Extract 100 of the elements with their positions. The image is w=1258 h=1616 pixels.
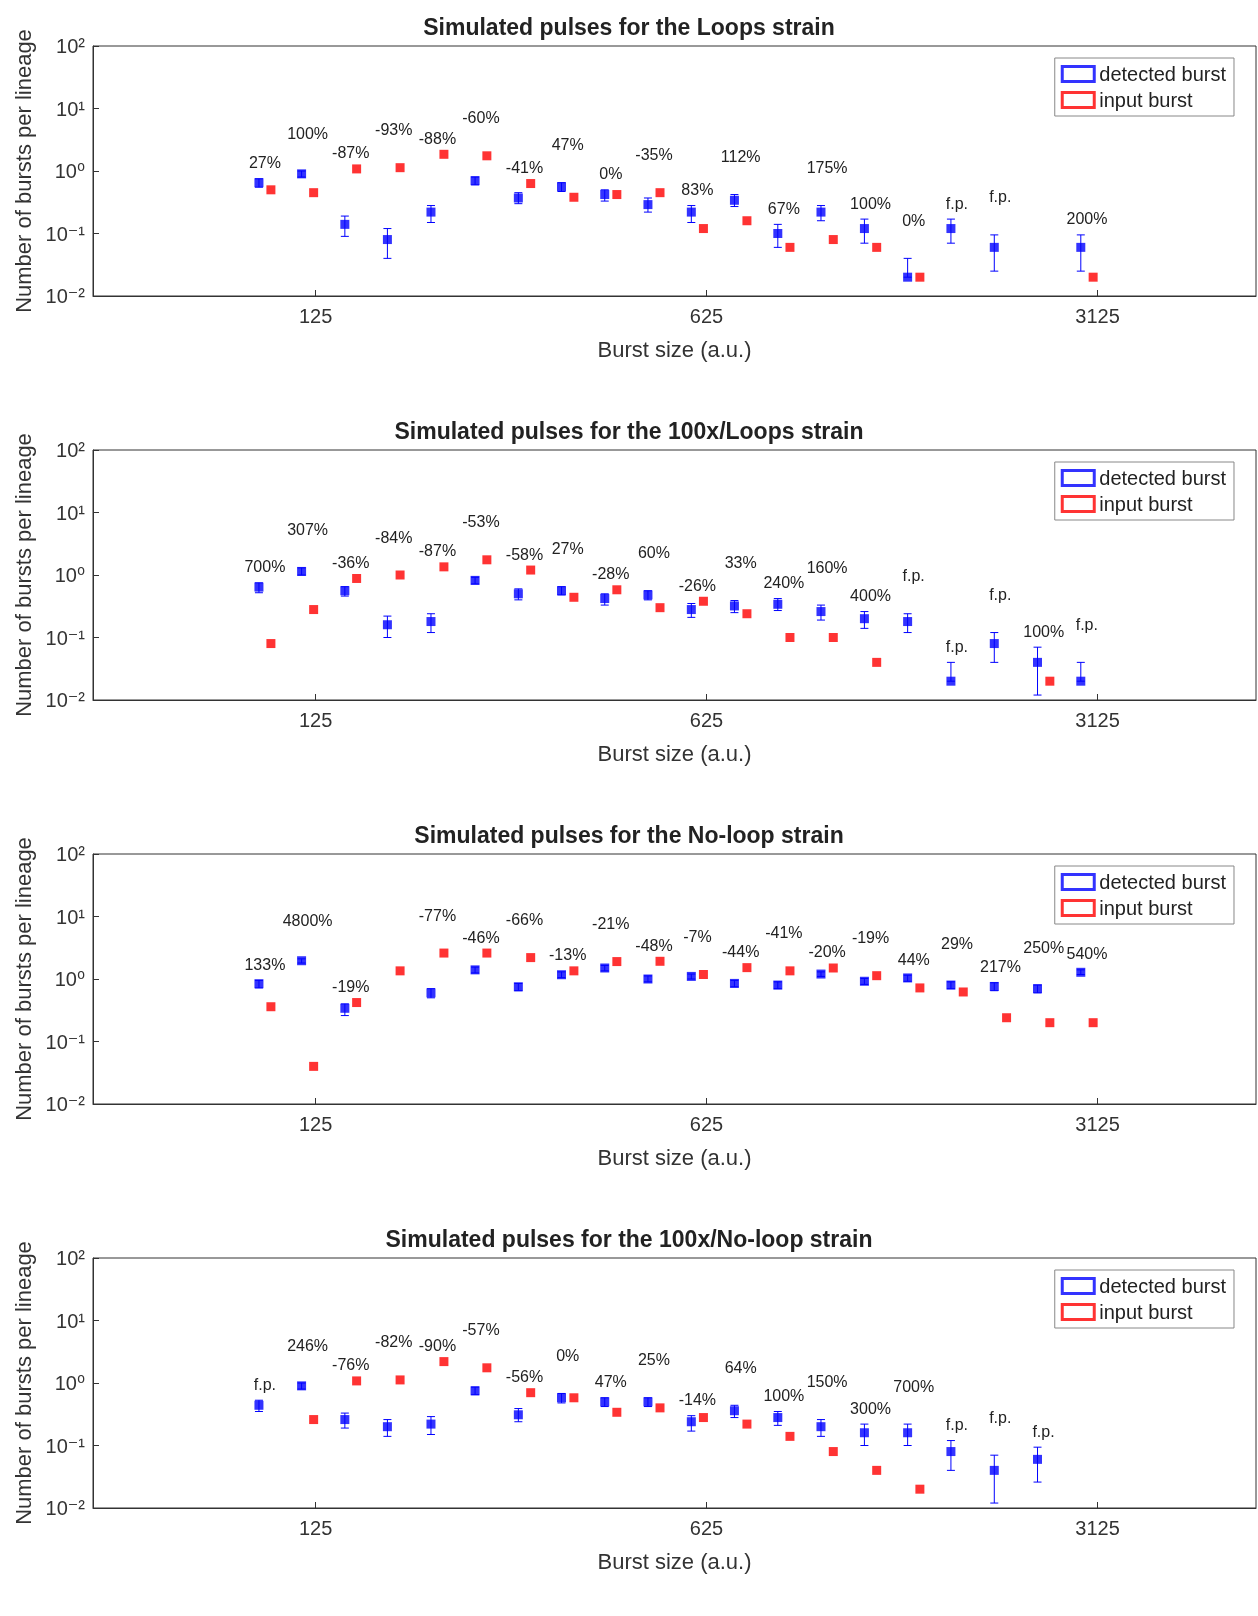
y-tick-label: 10²	[56, 35, 86, 57]
annotation: 160%	[806, 558, 848, 576]
y-tick-label: 10²	[56, 1247, 86, 1269]
annotation: -77%	[418, 906, 457, 924]
annotation: 700%	[893, 1377, 935, 1395]
legend-label: detected burst	[1099, 1275, 1227, 1297]
annotation: 250%	[1023, 938, 1065, 956]
x-tick-label: 3125	[1075, 709, 1120, 731]
annotation: 60%	[637, 544, 670, 562]
annotation: -41%	[505, 159, 544, 177]
x-tick-label: 125	[298, 1517, 333, 1539]
legend-label: detected burst	[1099, 467, 1227, 489]
annotation: 33%	[724, 554, 757, 572]
y-tick-label: 10¹	[56, 97, 86, 120]
annotation: 133%	[244, 955, 286, 973]
y-tick-label: 10⁻²	[45, 285, 86, 307]
annotation: -19%	[332, 978, 370, 996]
chart-title: Simulated pulses for the 100x/Loops strain	[394, 417, 864, 444]
annotation: -14%	[678, 1391, 717, 1409]
x-tick-label: 125	[298, 709, 333, 731]
annotation: -28%	[592, 565, 630, 583]
legend-label: detected burst	[1099, 871, 1227, 893]
annotation: 47%	[594, 1373, 627, 1391]
annotation: f.p.	[945, 637, 969, 655]
x-tick-label: 125	[298, 305, 333, 327]
annotation: -93%	[375, 121, 413, 139]
annotation: -44%	[722, 943, 760, 961]
legend-label: input burst	[1099, 89, 1194, 111]
annotation: 400%	[850, 587, 892, 605]
annotation: 25%	[637, 1351, 670, 1369]
x-tick-label: 3125	[1075, 305, 1120, 327]
annotation: -35%	[635, 146, 673, 164]
annotation: f.p.	[989, 586, 1012, 604]
y-axis-title: Number of bursts per lineage	[11, 1241, 37, 1525]
annotation: -46%	[462, 928, 500, 946]
annotation: 0%	[599, 165, 623, 183]
annotation: f.p.	[902, 567, 925, 585]
x-tick-label: 125	[298, 1113, 333, 1135]
annotation: -87%	[332, 144, 370, 162]
annotation: -88%	[418, 129, 457, 147]
y-tick-label: 10²	[56, 843, 86, 865]
annotation: 29%	[941, 935, 974, 953]
annotation: f.p.	[1075, 615, 1098, 633]
y-tick-label: 10⁻²	[45, 689, 86, 711]
y-tick-label: 10¹	[56, 905, 86, 928]
annotation: 150%	[806, 1373, 848, 1391]
annotation: -13%	[549, 946, 587, 964]
annotation: 100%	[850, 194, 892, 212]
annotation: f.p.	[945, 1416, 969, 1434]
y-axis-title: Number of bursts per lineage	[11, 29, 37, 313]
x-axis-title: Burst size (a.u.)	[597, 1144, 752, 1170]
legend-label: detected burst	[1099, 63, 1227, 85]
y-tick-label: 10⁻¹	[45, 1030, 86, 1053]
x-tick-label: 625	[689, 305, 724, 327]
y-axis-title: Number of bursts per lineage	[11, 433, 37, 717]
x-tick-label: 625	[689, 1113, 724, 1135]
x-tick-label: 625	[689, 1517, 724, 1539]
annotation: -7%	[683, 927, 712, 945]
annotation: 217%	[979, 958, 1021, 976]
y-tick-label: 10⁰	[54, 968, 85, 990]
x-axis-title: Burst size (a.u.)	[597, 1548, 752, 1574]
x-tick-label: 625	[689, 709, 724, 731]
x-axis-title: Burst size (a.u.)	[597, 336, 752, 362]
y-tick-label: 10⁻¹	[45, 1434, 86, 1457]
y-tick-label: 10⁻²	[45, 1497, 86, 1519]
annotation: f.p.	[945, 194, 969, 212]
annotation: -19%	[851, 929, 890, 947]
legend-label: input burst	[1099, 1301, 1194, 1323]
annotation: -82%	[375, 1333, 413, 1351]
annotation: 246%	[287, 1336, 329, 1354]
y-tick-label: 10⁻¹	[45, 626, 86, 649]
annotation: 300%	[850, 1399, 892, 1417]
annotation: 200%	[1066, 210, 1108, 228]
annotation: 44%	[897, 950, 930, 968]
annotation: f.p.	[989, 1408, 1012, 1426]
annotation: 67%	[767, 199, 800, 217]
y-axis-title: Number of bursts per lineage	[11, 837, 37, 1121]
annotation: f.p.	[1032, 1422, 1055, 1440]
annotation: 100%	[287, 124, 329, 142]
annotation: 100%	[1023, 622, 1065, 640]
annotation: -48%	[635, 936, 673, 954]
annotation: 0%	[556, 1346, 580, 1364]
chart-title: Simulated pulses for the No-loop strain	[414, 821, 844, 848]
chart-title: Simulated pulses for the 100x/No-loop strain	[385, 1225, 873, 1252]
annotation: 27%	[551, 540, 584, 558]
x-tick-label: 3125	[1075, 1113, 1120, 1135]
annotation: -26%	[678, 576, 717, 594]
annotation: -56%	[505, 1368, 544, 1386]
annotation: -21%	[592, 915, 630, 933]
legend-label: input burst	[1099, 897, 1194, 919]
chart-title: Simulated pulses for the Loops strain	[423, 13, 835, 40]
annotation: 240%	[763, 574, 805, 592]
annotation: -41%	[765, 924, 803, 942]
annotation: -58%	[505, 545, 544, 563]
annotation: -57%	[462, 1321, 500, 1339]
x-tick-label: 3125	[1075, 1517, 1120, 1539]
annotation: 540%	[1066, 945, 1108, 963]
y-tick-label: 10²	[56, 439, 86, 461]
annotation: 700%	[244, 558, 286, 576]
annotation: 4800%	[282, 912, 333, 930]
